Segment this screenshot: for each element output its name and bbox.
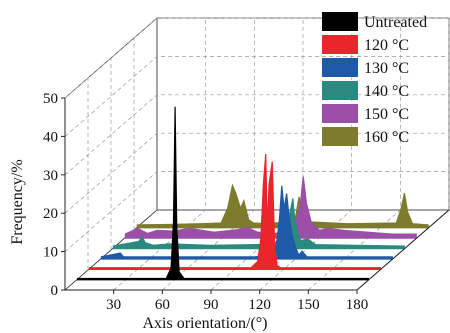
- series-line-6: [136, 183, 429, 226]
- x-tick-label: 90: [204, 297, 219, 313]
- y-tick-label: 50: [43, 91, 58, 107]
- chart-axes: [64, 98, 450, 291]
- legend-label-4: 140 °C: [364, 83, 409, 100]
- tick-labels: 30 60 90 120 150 180 0 10 20 30 40 50: [43, 91, 368, 313]
- legend-label-2: 120 °C: [364, 37, 409, 54]
- series-line-3: [100, 185, 393, 258]
- y-tick-label: 20: [43, 206, 58, 222]
- legend-label-3: 130 °C: [364, 60, 409, 77]
- legend-swatch-5: [322, 104, 358, 123]
- series-area-6: [136, 185, 429, 228]
- legend-label-5: 150 °C: [364, 106, 409, 123]
- series-line-1: [76, 106, 369, 280]
- legend-swatch-6: [322, 127, 358, 146]
- legend: Untreated 120 °C 130 °C 140 °C 150 °C 160 °C: [322, 12, 427, 146]
- series-area-4: [112, 198, 405, 249]
- y-tick-label: 10: [43, 245, 58, 261]
- x-axis-title: Axis orientation/(°): [142, 315, 267, 332]
- y-tick-label: 30: [43, 168, 58, 184]
- legend-label-6: 160 °C: [364, 129, 409, 146]
- grid-line-x: [162, 18, 255, 291]
- legend-swatch-2: [322, 35, 358, 54]
- y-tick-label: 0: [51, 283, 59, 299]
- axis-titles: Axis orientation/(°) Frequency/%: [9, 159, 268, 332]
- x-tick-label: 150: [297, 297, 320, 313]
- series-layer: [76, 106, 429, 281]
- grid-line-x: [259, 18, 353, 291]
- x-tick-label: 30: [106, 297, 121, 313]
- legend-label-1: Untreated: [364, 14, 427, 31]
- x-tick-label: 120: [248, 297, 271, 313]
- y-tick-label: 40: [43, 129, 58, 145]
- legend-swatch-1: [322, 12, 358, 31]
- depth-axis-line: [356, 209, 450, 291]
- series-line-2: [88, 153, 381, 269]
- y-axis-title: Frequency/%: [9, 159, 26, 244]
- legend-swatch-4: [322, 81, 358, 100]
- x-tick-label: 180: [346, 297, 369, 313]
- grid-line-x: [113, 18, 207, 291]
- legend-swatch-3: [322, 58, 358, 77]
- x-tick-label: 60: [155, 297, 170, 313]
- grid-line-y: [64, 171, 449, 252]
